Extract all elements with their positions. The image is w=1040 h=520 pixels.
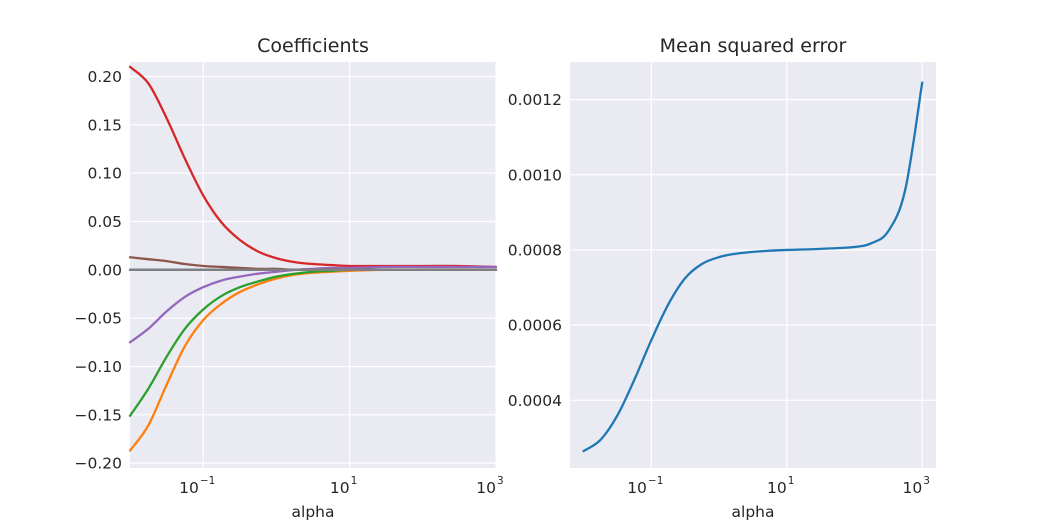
series-line-1 bbox=[582, 81, 924, 453]
x-tick-base: 10 bbox=[330, 479, 350, 497]
x-tick-exponent: 3 bbox=[923, 475, 930, 487]
x-tick-exponent: 1 bbox=[788, 475, 795, 487]
series-line-5 bbox=[128, 265, 498, 344]
y-tick-label: 0.15 bbox=[87, 116, 122, 134]
x-tick-label: 101 bbox=[767, 475, 794, 497]
x-tick-label: 101 bbox=[330, 475, 357, 497]
x-tick-base: 10 bbox=[179, 479, 199, 497]
y-tick-label: 0.10 bbox=[87, 165, 122, 183]
y-tick-label: 0.05 bbox=[87, 213, 122, 231]
y-tick-label: 0.00 bbox=[87, 261, 122, 279]
y-tick-label: 0.0008 bbox=[508, 241, 562, 259]
chart-title: Coefficients bbox=[257, 35, 369, 57]
plot-area bbox=[570, 62, 936, 468]
y-tick-label: −0.05 bbox=[75, 310, 123, 328]
x-tick-label: 10−1 bbox=[627, 475, 663, 497]
x-tick-base: 10 bbox=[627, 479, 647, 497]
x-tick-label: 10−1 bbox=[179, 475, 215, 497]
x-tick-base: 10 bbox=[767, 479, 787, 497]
y-tick-label: −0.10 bbox=[75, 358, 123, 376]
x-tick-label: 103 bbox=[476, 475, 503, 497]
chart-title: Mean squared error bbox=[660, 35, 847, 57]
y-tick-label: 0.0004 bbox=[508, 392, 562, 410]
x-tick-exponent: −1 bbox=[648, 475, 663, 487]
x-tick-base: 10 bbox=[476, 479, 496, 497]
y-tick-label: 0.20 bbox=[87, 68, 122, 86]
x-tick-exponent: 3 bbox=[497, 475, 504, 487]
x-axis-label: alpha bbox=[292, 503, 335, 520]
y-tick-label: 0.0012 bbox=[508, 91, 562, 109]
y-tick-label: −0.20 bbox=[75, 455, 123, 473]
x-tick-label: 103 bbox=[902, 475, 929, 497]
y-tick-label: 0.0006 bbox=[508, 317, 562, 335]
coefficients-panel: 0.20 0.15 0.10 0.05 0.00 −0.05 −0.10 −0.15 −0.20… bbox=[75, 35, 504, 520]
y-tick-label: −0.15 bbox=[75, 406, 123, 424]
x-tick-exponent: −1 bbox=[200, 475, 215, 487]
x-tick-exponent: 1 bbox=[351, 475, 358, 487]
x-axis-label: alpha bbox=[732, 503, 775, 520]
x-tick-base: 10 bbox=[902, 479, 922, 497]
y-tick-label: 0.0010 bbox=[508, 166, 562, 184]
